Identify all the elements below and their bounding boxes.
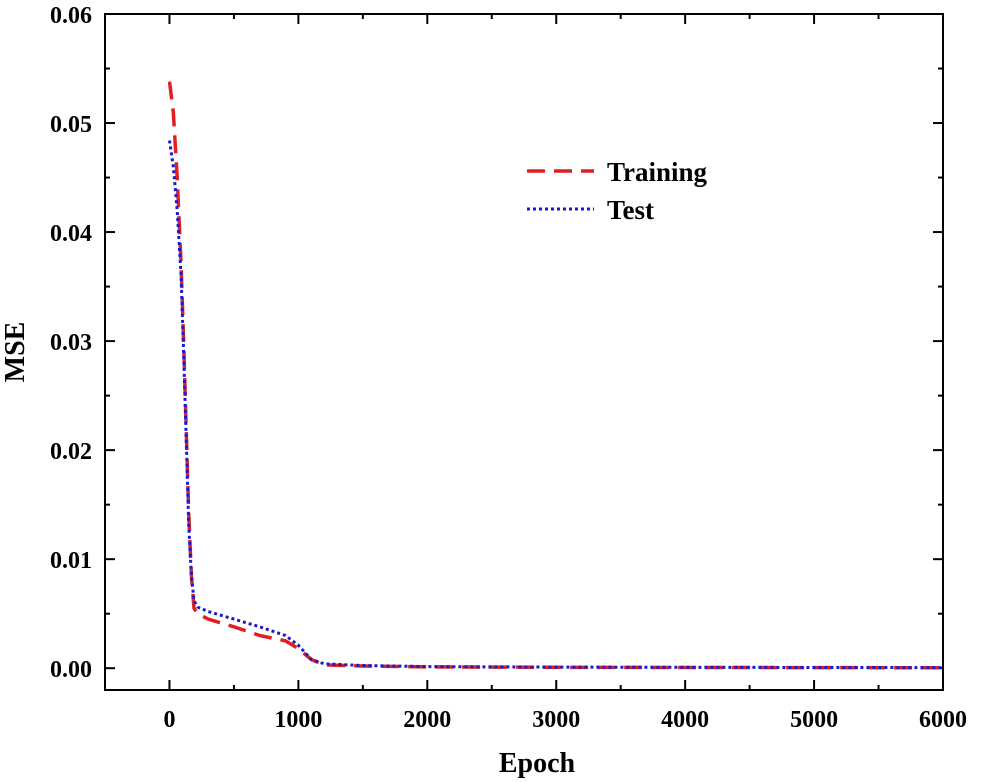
y-axis-label: MSE [0,322,31,383]
y-tick-label: 0.03 [50,330,92,356]
x-tick-label: 3000 [532,707,580,733]
series-group [167,81,944,670]
x-axis-label: Epoch [499,748,576,779]
x-tick-label: 6000 [919,707,967,733]
x-tick-label: 4000 [661,707,709,733]
legend-label-test: Test [607,195,654,225]
legend: Training Test [527,157,708,225]
x-tick-label: 1000 [274,707,322,733]
y-tick-label: 0.04 [50,221,92,247]
x-tick-label: 0 [163,707,175,733]
y-tick-label: 0.01 [50,548,92,574]
y-tick-label: 0.05 [50,112,92,138]
ticks-group: 0 1000 2000 3000 4000 5000 6000 0.00 0.01 0.02 0.0… [50,3,967,733]
y-tick-label: 0.02 [50,439,92,465]
plot-frame-group [104,13,944,691]
legend-label-training: Training [607,157,708,187]
y-tick-label: 0.06 [50,3,92,29]
y-tick-label: 0.00 [50,657,92,683]
series-line-test [168,140,944,670]
series-line-training [167,81,944,670]
x-tick-label: 2000 [403,707,451,733]
plot-frame [104,13,944,691]
x-tick-label: 5000 [790,707,838,733]
